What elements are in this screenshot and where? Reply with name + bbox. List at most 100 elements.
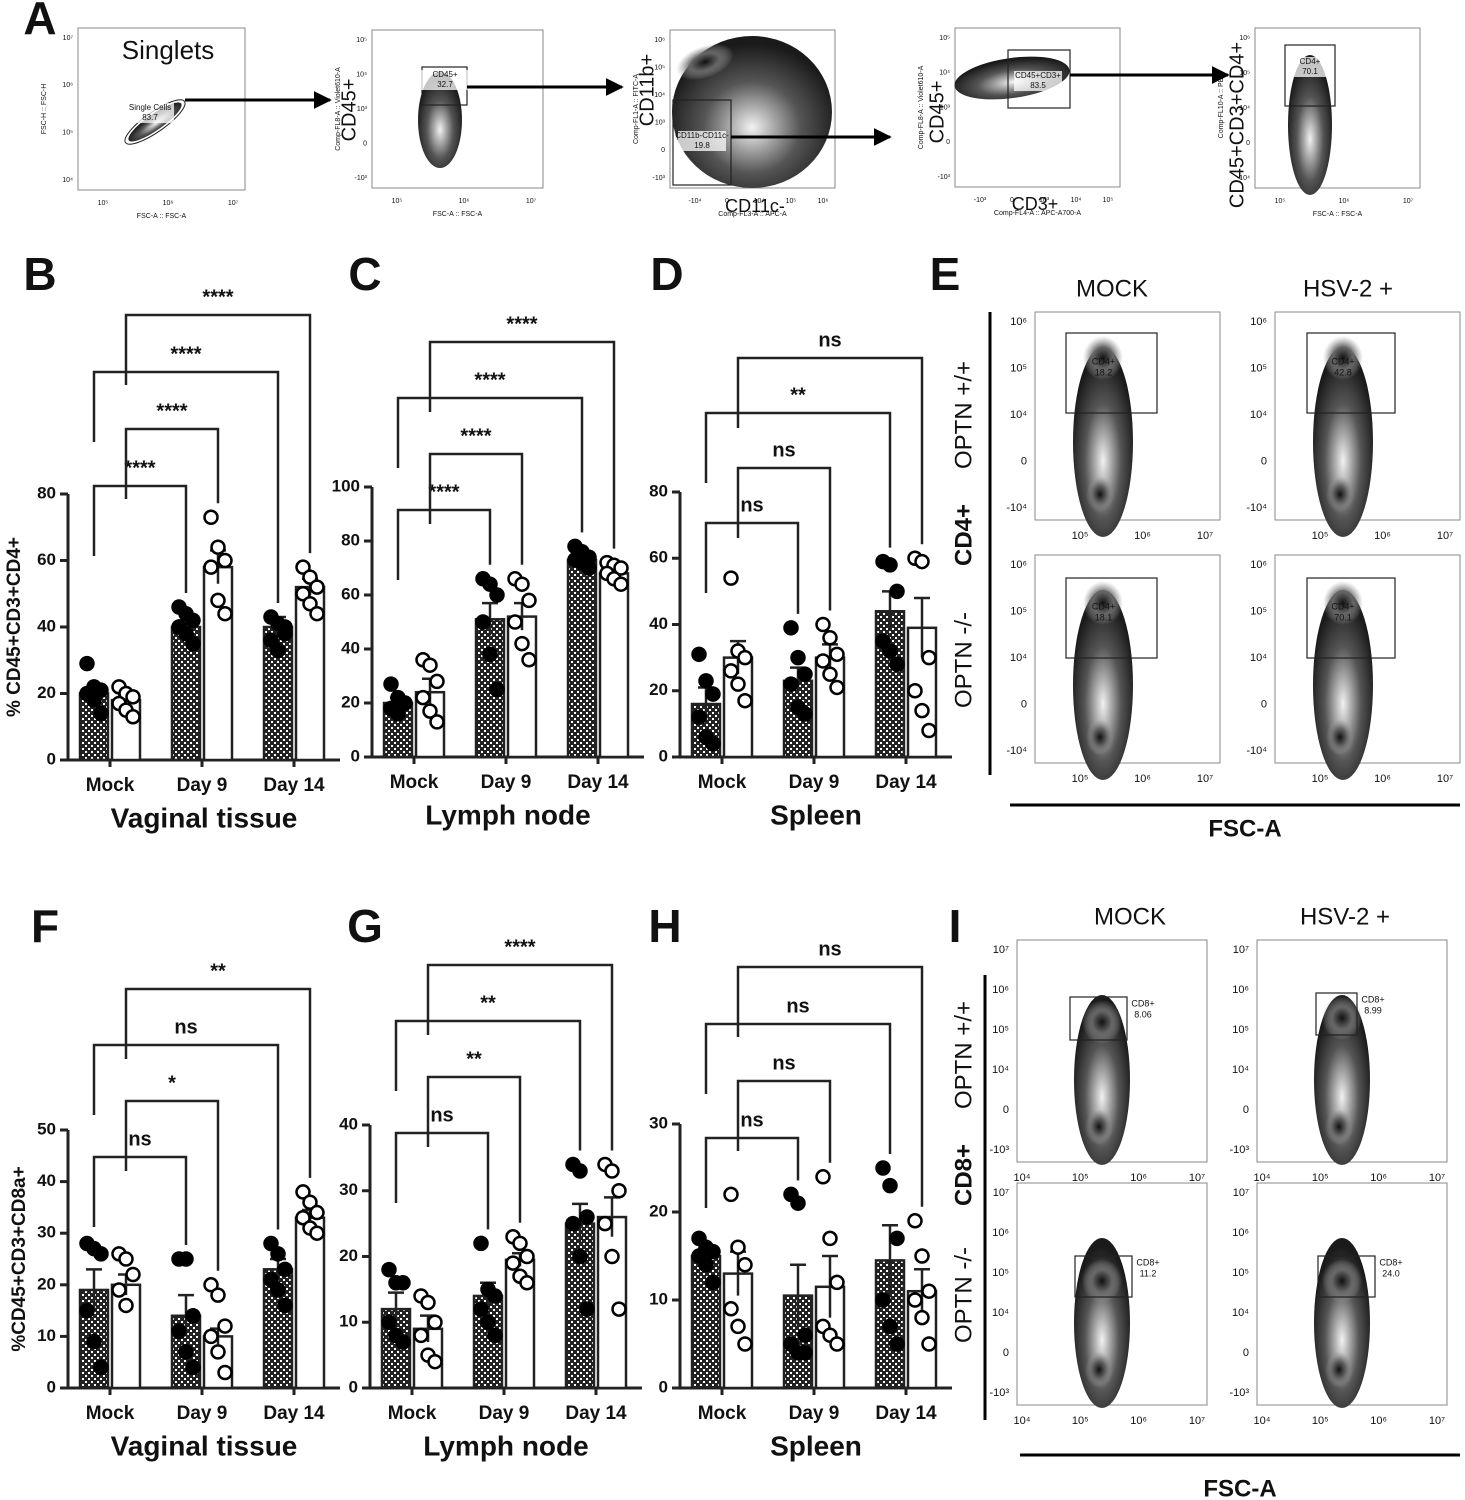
data-point xyxy=(705,1243,721,1260)
x-tick-label: 10⁶ xyxy=(1134,773,1151,785)
x-tick-label: 10⁷ xyxy=(228,200,239,207)
significance-label: ** xyxy=(210,960,226,982)
y-tick-label: 0 xyxy=(659,746,668,765)
data-point xyxy=(882,1177,898,1194)
density-blob xyxy=(418,72,462,168)
y-tick-label: 10⁷ xyxy=(993,1187,1009,1199)
gate-percent: 83.7 xyxy=(142,113,158,122)
data-point xyxy=(921,1336,937,1352)
y-tick-label: 10⁶ xyxy=(1010,559,1027,571)
y-tick-label: 10⁵ xyxy=(1250,362,1267,374)
y-tick-label: 10⁴ xyxy=(1010,409,1027,421)
data-point xyxy=(822,630,838,646)
x-tick-label: 10⁷ xyxy=(1429,1415,1445,1427)
x-tick-label: 10⁷ xyxy=(1403,198,1414,205)
gate xyxy=(1069,996,1128,1041)
significance-bracket xyxy=(124,987,312,1178)
significance-label: * xyxy=(168,1072,176,1094)
plot-frame xyxy=(1254,27,1421,189)
data-point xyxy=(111,1282,127,1298)
gate-label-bg xyxy=(126,103,174,123)
plot-frame xyxy=(1016,1182,1208,1406)
y-tick-label: 10⁷ xyxy=(63,35,74,42)
density-blob xyxy=(1325,1108,1353,1145)
y-tick-label: 40 xyxy=(341,638,360,657)
y-tick-label: 0 xyxy=(1243,1347,1249,1359)
data-point xyxy=(783,676,799,692)
data-point xyxy=(907,1213,923,1229)
significance-label: ns xyxy=(174,1016,197,1038)
gate xyxy=(1074,1255,1133,1298)
y-tick-label: 0 xyxy=(1003,1104,1009,1116)
significance-bracket xyxy=(92,484,188,594)
gate-name: CD45+CD3+ xyxy=(1015,71,1061,80)
plot-frame xyxy=(1274,311,1461,521)
data-point xyxy=(482,576,498,592)
plot-frame xyxy=(1016,939,1208,1163)
x-tick-label: 10⁵ xyxy=(1072,1415,1089,1427)
data-point xyxy=(797,1327,813,1343)
y-axis-title: FSC-H :: FSC-H xyxy=(41,84,48,135)
data-point xyxy=(790,1195,806,1211)
error-bar xyxy=(86,1268,102,1311)
y-tick-label: 80 xyxy=(341,530,360,549)
data-point xyxy=(185,1359,201,1376)
plot-frame xyxy=(669,29,836,189)
gate-label-bg xyxy=(678,131,726,151)
x-tick-label: 10⁶ xyxy=(459,198,470,205)
data-point xyxy=(185,635,201,652)
significance-bracket xyxy=(428,452,524,565)
panel-letter: G xyxy=(347,900,383,952)
significance-bracket xyxy=(704,1136,800,1208)
y-tick-label: 50 xyxy=(37,1119,56,1138)
y-marker: CD45+ xyxy=(926,81,948,144)
data-point xyxy=(185,1308,201,1324)
significance-label: **** xyxy=(474,369,505,391)
y-tick-label: 10³ xyxy=(940,104,951,111)
data-point xyxy=(390,706,406,722)
data-point xyxy=(118,1297,134,1314)
x-tick-label: 0 xyxy=(725,198,729,205)
data-point xyxy=(381,1314,397,1330)
x-tick-label: 10⁷ xyxy=(1197,530,1213,542)
y-tick-label: -10⁴ xyxy=(1246,745,1267,757)
data-point xyxy=(907,683,923,699)
y-tick-label: 10⁴ xyxy=(992,1307,1009,1319)
density-blob xyxy=(1085,1108,1113,1145)
bar xyxy=(294,1216,326,1390)
data-point xyxy=(705,736,721,752)
data-point xyxy=(581,560,597,576)
data-point xyxy=(482,646,498,663)
column-header: MOCK xyxy=(1094,903,1166,930)
data-point xyxy=(79,655,95,672)
panel-letter: D xyxy=(650,248,683,300)
data-point xyxy=(203,559,219,575)
x-tick-label: Mock xyxy=(698,1403,747,1424)
y-tick-label: 10⁴ xyxy=(1239,105,1250,112)
y-tick-label: 0 xyxy=(659,1377,668,1396)
x-tick-label: Day 9 xyxy=(789,772,840,793)
gate-label-bg xyxy=(421,70,469,90)
significance-label: **** xyxy=(124,457,155,479)
data-point xyxy=(263,1235,279,1252)
x-tick-label: Mock xyxy=(388,1403,437,1424)
y-tick-label: 10⁴ xyxy=(356,71,367,78)
data-point xyxy=(698,673,714,689)
row-label: OPTN +/+ xyxy=(950,361,977,469)
panel-letter: I xyxy=(949,900,962,952)
data-point xyxy=(475,614,491,630)
data-point xyxy=(505,1255,521,1271)
y-tick-label: 10⁵ xyxy=(1232,1267,1249,1279)
data-point xyxy=(737,649,753,666)
data-point xyxy=(507,614,523,630)
significance-bracket xyxy=(394,1019,582,1151)
gate-name: CD8+ xyxy=(1361,994,1384,1004)
row-label: OPTN +/+ xyxy=(950,1001,977,1109)
gate xyxy=(1306,332,1396,414)
data-point xyxy=(698,1257,714,1273)
y-tick-label: 10⁵ xyxy=(939,35,950,42)
panel-letter: B xyxy=(23,248,56,300)
data-point xyxy=(914,1248,930,1264)
data-point xyxy=(210,592,226,609)
x-tick-label: Day 14 xyxy=(567,772,629,793)
